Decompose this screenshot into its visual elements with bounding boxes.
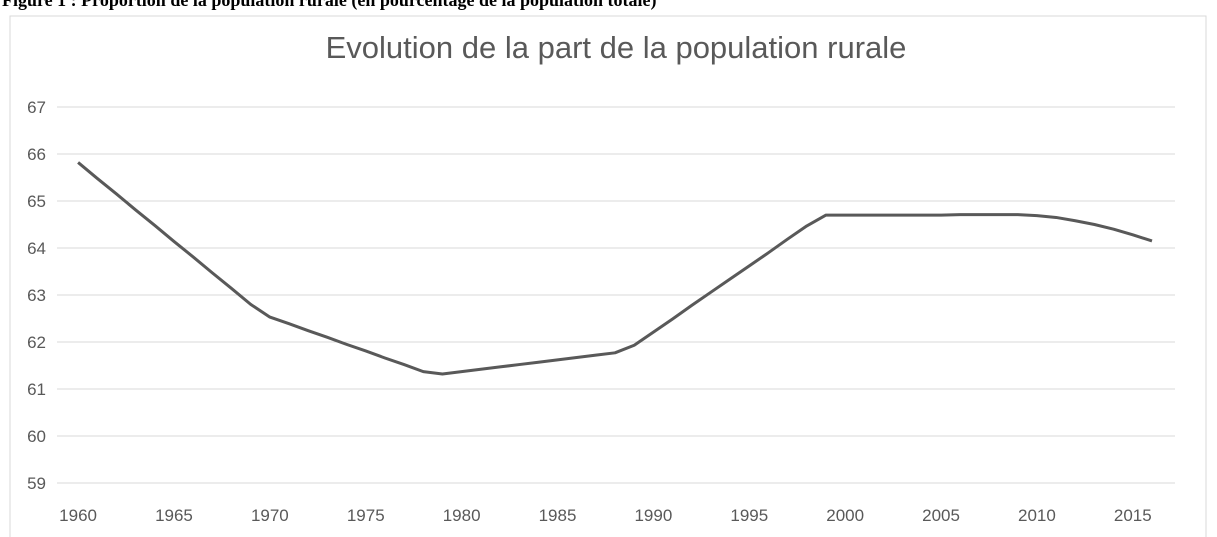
y-tick-label: 66 [27, 145, 46, 164]
x-tick-label: 1965 [155, 506, 193, 525]
y-tick-label: 65 [27, 192, 46, 211]
y-tick-label: 59 [27, 474, 46, 493]
x-tick-label: 1970 [251, 506, 289, 525]
x-tick-label: 1960 [59, 506, 97, 525]
x-tick-label: 1985 [539, 506, 577, 525]
y-tick-label: 62 [27, 333, 46, 352]
x-tick-label: 2015 [1114, 506, 1152, 525]
x-tick-label: 1975 [347, 506, 385, 525]
x-tick-label: 2010 [1018, 506, 1056, 525]
x-tick-label: 2005 [922, 506, 960, 525]
y-tick-label: 60 [27, 427, 46, 446]
y-tick-label: 64 [27, 239, 46, 258]
x-tick-label: 1980 [443, 506, 481, 525]
y-tick-label: 63 [27, 286, 46, 305]
x-tick-label: 1990 [634, 506, 672, 525]
figure-caption: Figure 1 : Proportion de la population r… [2, 0, 657, 11]
y-tick-label: 67 [27, 98, 46, 117]
x-tick-label: 2000 [826, 506, 864, 525]
data-line [77, 161, 1153, 376]
chart-frame [9, 15, 1207, 537]
x-tick-label: 1995 [730, 506, 768, 525]
y-tick-label: 61 [27, 380, 46, 399]
chart-title: Evolution de la part de la population ru… [326, 30, 907, 65]
